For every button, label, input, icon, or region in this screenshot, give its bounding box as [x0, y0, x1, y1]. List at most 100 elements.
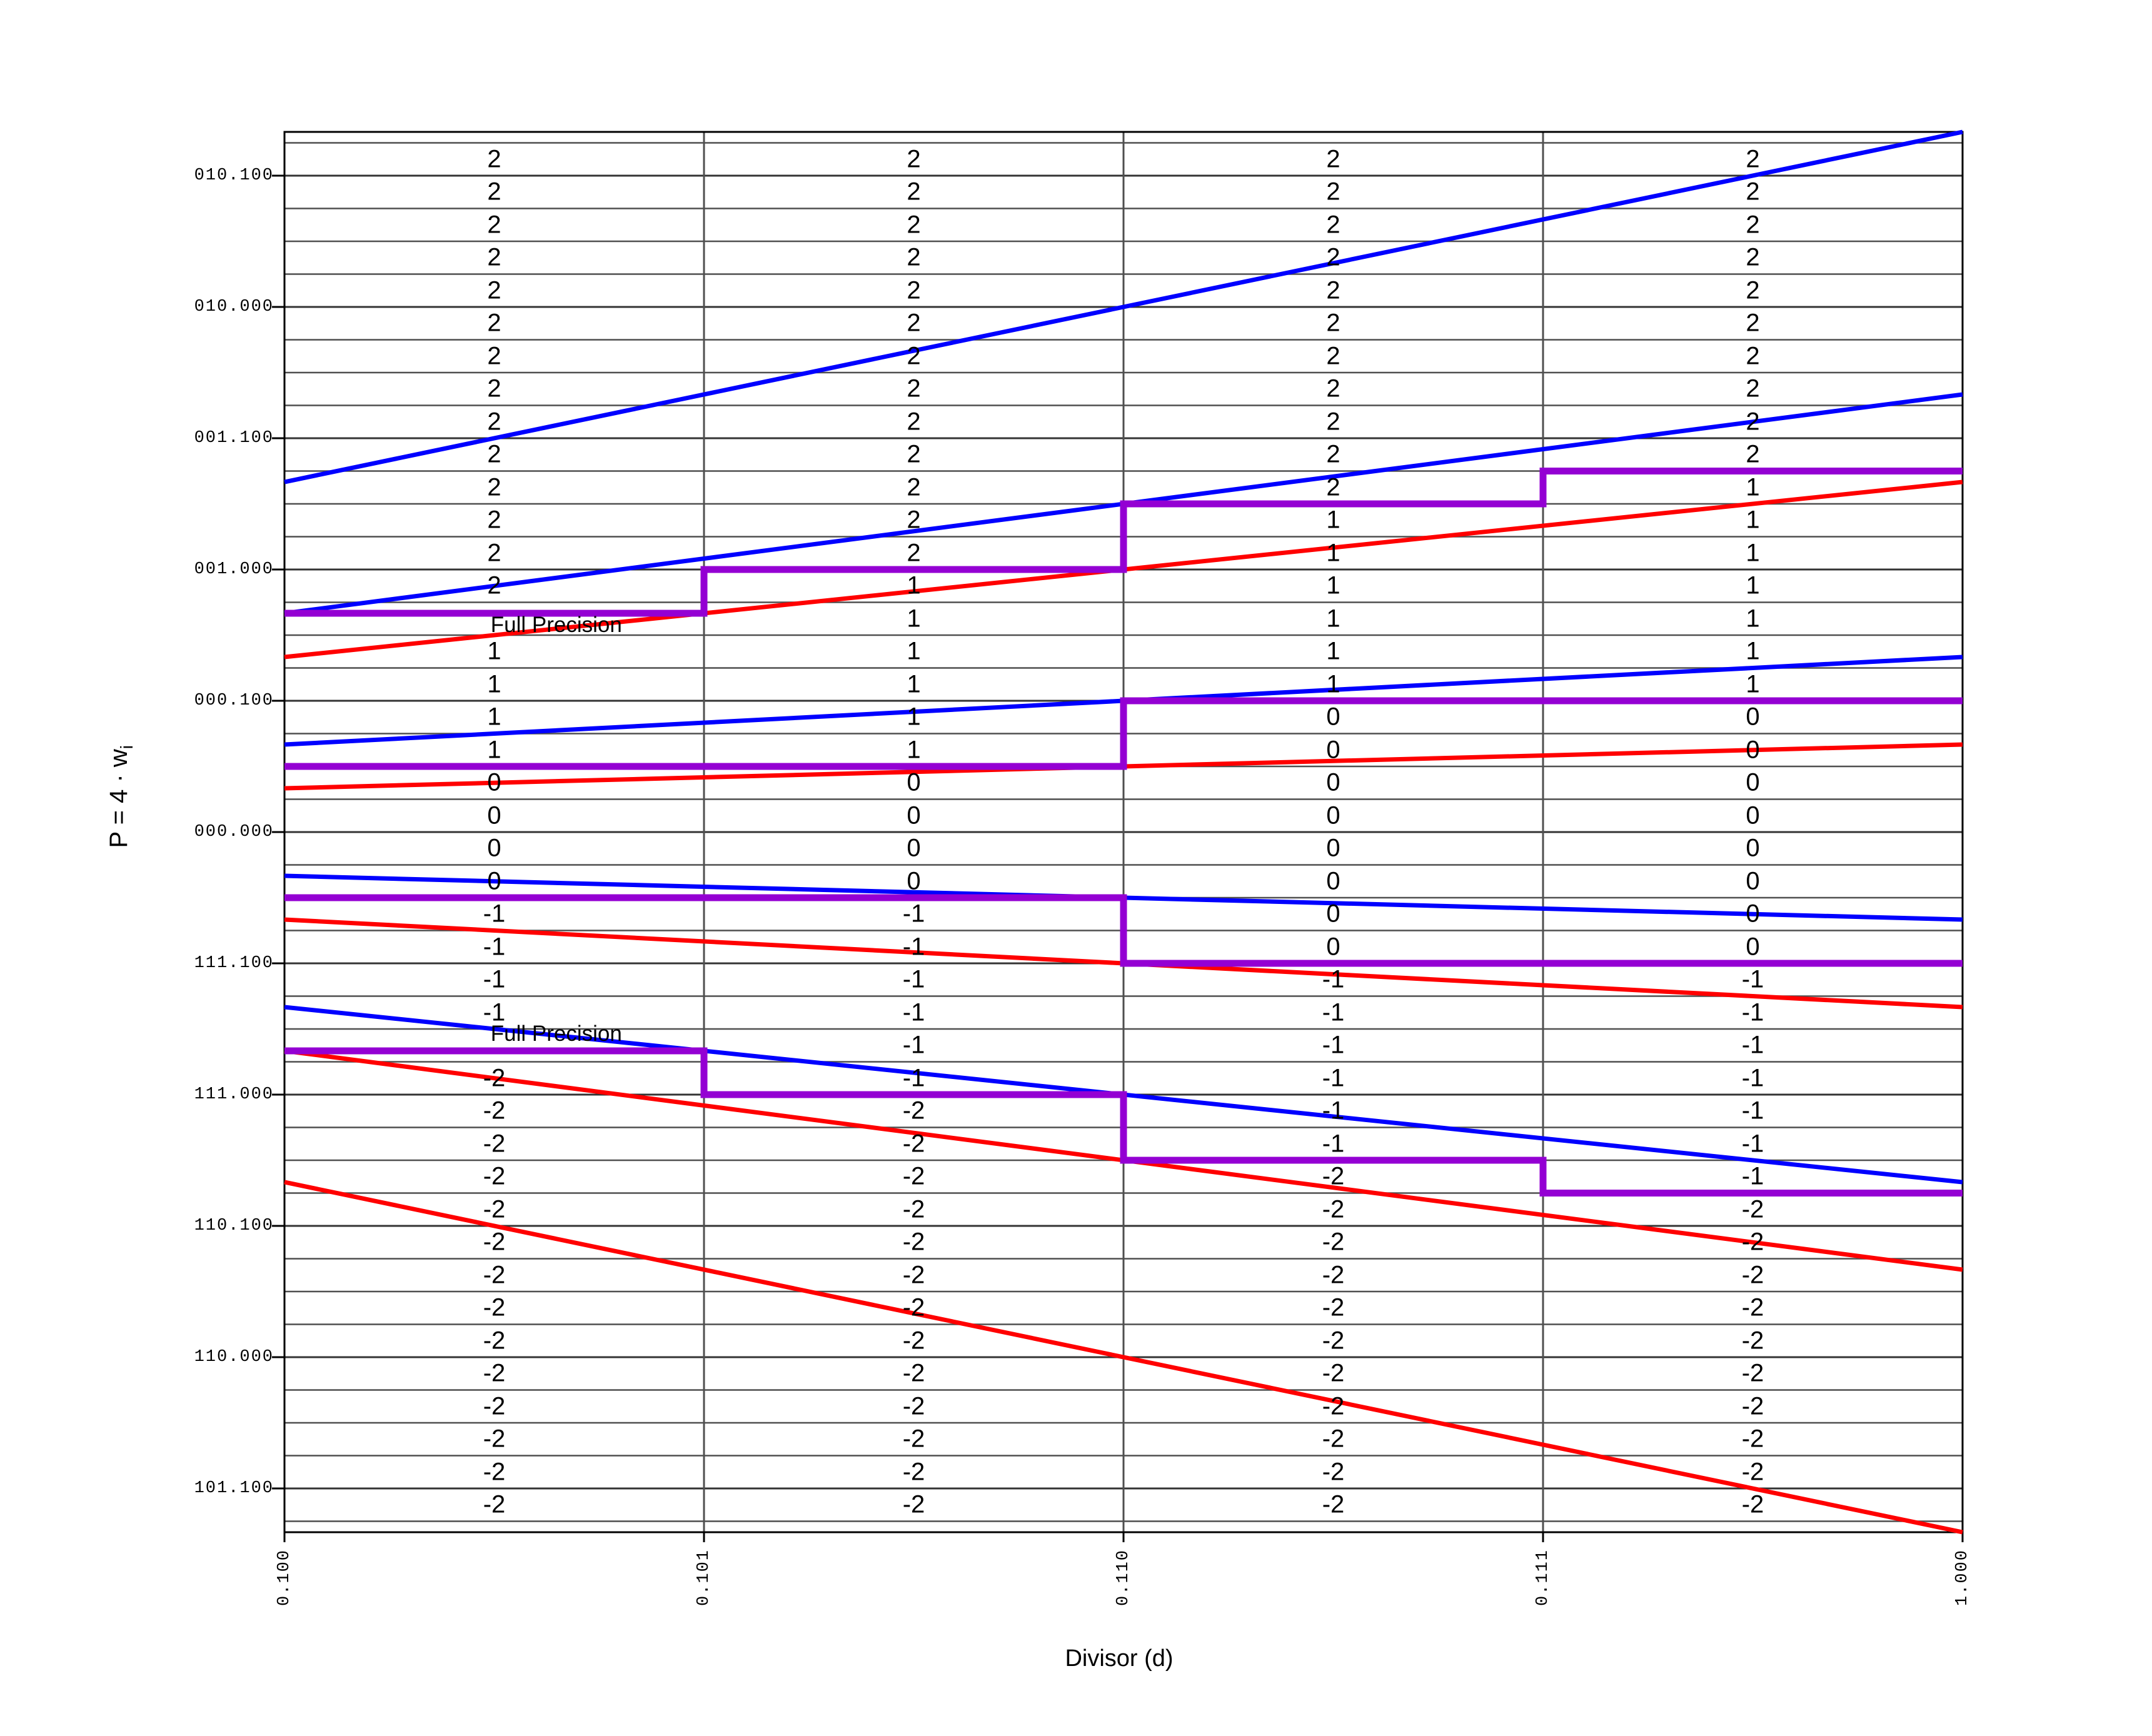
- cell-digit: -2: [483, 1392, 506, 1420]
- cell-digit: -1: [902, 1031, 925, 1059]
- cell-digit: 0: [907, 801, 921, 830]
- cell-digit: 2: [907, 473, 921, 501]
- cell-digit: 2: [907, 276, 921, 304]
- cell-digit: 1: [1746, 539, 1760, 567]
- cell-digit: -2: [483, 1195, 506, 1223]
- cell-digit: -2: [483, 1130, 506, 1158]
- cell-digit: -2: [483, 1327, 506, 1355]
- cell-digit: -2: [483, 1359, 506, 1387]
- cell-digit: -1: [902, 998, 925, 1026]
- cell-digit: -2: [902, 1327, 925, 1355]
- cell-digit: 2: [907, 374, 921, 403]
- cell-digit: -2: [1741, 1293, 1764, 1322]
- x-tick-label: 0.111: [1534, 1549, 1552, 1607]
- cell-digit: -2: [483, 1458, 506, 1486]
- y-tick-label: 001.000: [194, 560, 274, 579]
- cell-digit: 2: [1746, 211, 1760, 239]
- cell-digit: 2: [1326, 243, 1340, 271]
- cell-digit: 2: [1746, 374, 1760, 403]
- cell-digit: 0: [1746, 900, 1760, 928]
- cell-digit: -2: [1741, 1392, 1764, 1420]
- cell-digit: 1: [1326, 571, 1340, 600]
- cell-digit: -1: [902, 965, 925, 993]
- cell-digit: -2: [483, 1261, 506, 1289]
- cell-digit: -2: [902, 1359, 925, 1387]
- cell-digit: 2: [907, 145, 921, 173]
- upper-bound-digit-2: [284, 129, 1963, 484]
- cell-digit: -1: [1322, 1031, 1345, 1059]
- cell-digit: 1: [907, 637, 921, 665]
- full-precision-label: Full Precision: [490, 1021, 622, 1046]
- cell-digit: 1: [1326, 605, 1340, 633]
- cell-digit: 2: [487, 276, 501, 304]
- cell-digit: -2: [1322, 1228, 1345, 1256]
- x-tick-label: 1.000: [1953, 1549, 1972, 1607]
- cell-digit: 2: [1746, 309, 1760, 337]
- cell-digit: 2: [1746, 408, 1760, 436]
- cell-digit: 1: [1326, 670, 1340, 698]
- cell-digit: -2: [1322, 1293, 1345, 1322]
- cell-digit: 1: [487, 670, 501, 698]
- y-axis-title: P = 4 · wi: [105, 745, 136, 848]
- cell-digit: 1: [1326, 506, 1340, 534]
- cell-digit: 2: [907, 440, 921, 468]
- cell-digit: 0: [907, 768, 921, 796]
- y-tick-label: 010.000: [194, 298, 274, 316]
- x-tick-label: 0.110: [1114, 1549, 1133, 1607]
- cell-digit: 2: [487, 342, 501, 370]
- cell-digit: -2: [1741, 1261, 1764, 1289]
- y-tick-label: 110.100: [194, 1216, 274, 1235]
- cell-digit: -1: [1322, 965, 1345, 993]
- y-tick-label: 111.100: [194, 953, 274, 973]
- cell-digit: 1: [907, 605, 921, 633]
- cell-digit: -1: [1741, 1130, 1764, 1158]
- cell-digit: 2: [1326, 211, 1340, 239]
- cell-digit: -2: [483, 1064, 506, 1092]
- cell-digit: 1: [1326, 539, 1340, 567]
- cell-digit: -2: [902, 1162, 925, 1190]
- y-axis-title-subscript: i: [117, 745, 136, 750]
- cell-digit: 2: [487, 374, 501, 403]
- cell-digit: 1: [1746, 571, 1760, 600]
- cell-digit: 1: [1746, 637, 1760, 665]
- cell-digit: 2: [907, 309, 921, 337]
- cell-digit: 2: [907, 211, 921, 239]
- cell-digit: 2: [487, 243, 501, 271]
- cell-digit: 2: [487, 309, 501, 337]
- cell-digit: -2: [1741, 1425, 1764, 1453]
- cell-digit: -1: [1741, 998, 1764, 1026]
- cell-digit: -2: [1322, 1359, 1345, 1387]
- cell-digit: -2: [1322, 1261, 1345, 1289]
- cell-digit: -2: [1322, 1490, 1345, 1518]
- cell-digit: 2: [1326, 276, 1340, 304]
- cell-digit: 0: [1326, 933, 1340, 961]
- cell-digit: 0: [487, 834, 501, 862]
- cell-digit: 2: [907, 243, 921, 271]
- cell-digit: -2: [902, 1228, 925, 1256]
- y-tick-label: 111.000: [194, 1085, 274, 1104]
- cell-digit: 2: [1746, 178, 1760, 206]
- cell-digit: -2: [1322, 1458, 1345, 1486]
- selection-boundary-1-0: [284, 697, 1963, 770]
- x-tick-label: 0.100: [275, 1549, 294, 1607]
- x-axis-title: Divisor (d): [1065, 1645, 1174, 1672]
- cell-digit: 2: [487, 145, 501, 173]
- x-tick-label: 0.101: [695, 1549, 713, 1607]
- lower-bound-digit-neg2: [284, 1180, 1963, 1535]
- cell-digit: -2: [483, 1096, 506, 1125]
- cell-digit: -1: [483, 933, 506, 961]
- cell-digit: 1: [487, 736, 501, 764]
- cell-digit: -2: [1741, 1327, 1764, 1355]
- cell-digit: -2: [483, 1293, 506, 1322]
- cell-digit: 0: [1326, 768, 1340, 796]
- cell-digit: -2: [1322, 1195, 1345, 1223]
- selection-boundary-0-neg1: [284, 894, 1963, 967]
- y-tick-label: 101.100: [194, 1478, 274, 1498]
- cell-digit: -1: [1741, 1096, 1764, 1125]
- cell-digit: 2: [1326, 342, 1340, 370]
- cell-digit: 2: [487, 408, 501, 436]
- cell-digit: 2: [907, 539, 921, 567]
- cell-digit: 0: [1326, 736, 1340, 764]
- cell-digit: 0: [1746, 834, 1760, 862]
